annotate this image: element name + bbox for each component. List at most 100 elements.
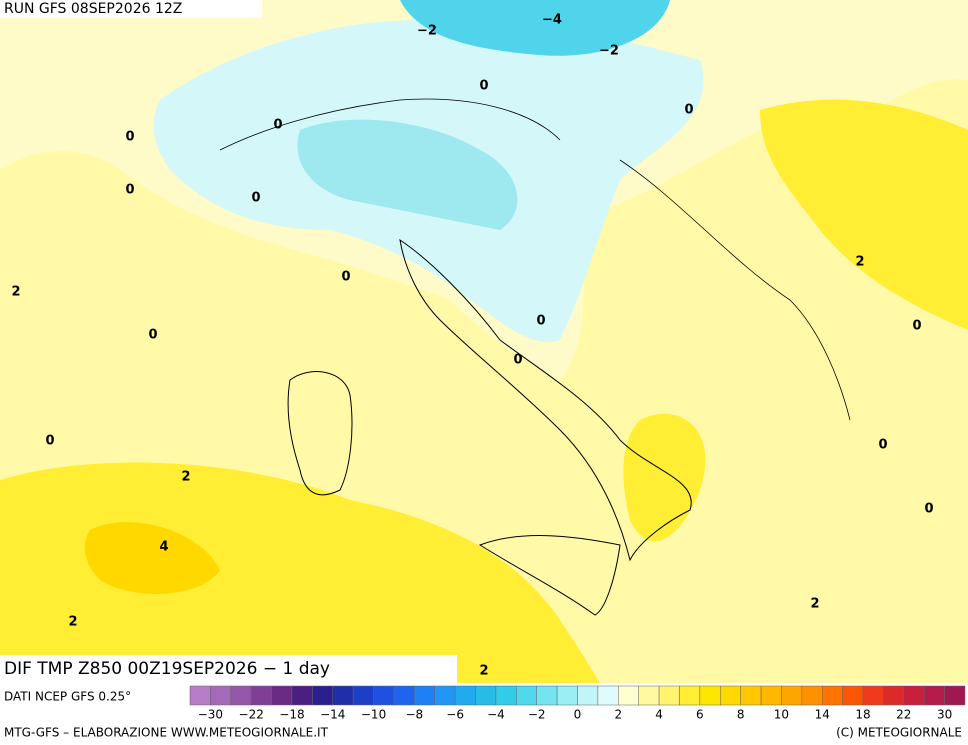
contour-label: 2 [181,470,190,485]
contour-label: −4 [542,13,562,28]
contour-label: 0 [125,130,134,145]
colorbar-label: 0 [574,708,582,722]
contour-label: 0 [536,314,545,329]
run-label: RUN GFS 08SEP2026 12Z [4,1,182,17]
source-label: DATI NCEP GFS 0.25° [4,690,131,704]
colorbar-swatch [352,685,374,706]
colorbar-swatch [699,685,721,706]
colorbar-swatch [516,685,537,706]
contour-label: 2 [810,597,819,612]
title-box [0,655,457,683]
colorbar-swatch [393,685,415,706]
contour-label: 2 [68,615,77,630]
colorbar-label: 2 [614,708,622,722]
colorbar-label: −4 [487,708,505,722]
contour-label: 0 [513,353,522,368]
colorbar-swatch [332,685,354,706]
footer-right: (C) METEOGIORNALE [836,726,962,740]
colorbar-swatch [414,685,435,706]
warm-area [760,99,968,330]
colorbar-label: −14 [320,708,345,722]
colorbar-label: 6 [696,708,704,722]
colorbar-swatch [801,685,823,706]
colorbar-label: 10 [774,708,789,722]
colorbar-label: −30 [198,708,223,722]
contour-label: 0 [341,270,350,285]
contour-label: 0 [148,328,157,343]
coastline [287,371,353,496]
contour-label: 0 [684,103,693,118]
colorbar-swatch [291,685,313,706]
header-box [0,0,262,18]
contour-label: 2 [479,664,488,679]
colorbar-swatch [903,685,925,706]
warm-area [0,462,600,683]
contour-label: 0 [273,118,282,133]
colorbar-label: 18 [855,708,870,722]
colorbar-label: −8 [405,708,423,722]
warm-area [623,413,706,542]
contour-label: −2 [599,44,619,59]
colorbar-swatch [658,685,680,706]
cold-core [400,0,670,56]
colorbar-label: 22 [896,708,911,722]
border [219,98,851,421]
contour-label: 0 [924,502,933,517]
contour-label: 2 [11,285,20,300]
hot-core [84,522,220,594]
contour-label: 0 [45,434,54,449]
contour-label: 0 [912,319,921,334]
colorbar-label: 8 [737,708,745,722]
colorbar-swatch [271,685,293,706]
cool-core [297,119,518,230]
contour-label: −2 [417,24,437,39]
colorbar-swatch [618,685,639,706]
colorbar-swatch [189,685,211,706]
colorbar-label: −18 [279,708,304,722]
contour-label: 0 [479,79,488,94]
colorbar-swatch [883,685,905,706]
footer-left: MTG-GFS – ELABORAZIONE WWW.METEOGIORNALE… [4,726,329,740]
colorbar-swatch [597,685,619,706]
contour-label: 2 [855,255,864,270]
colorbar-swatch [781,685,803,706]
colorbar-swatch [250,685,272,706]
contour-label: 0 [251,191,260,206]
colorbar-swatch [556,685,578,706]
colorbar: −30 −22 −18 −14 −10 −8 −6 −4 −2 0 2 4 6 8 10 14 18 22 30 [189,685,966,722]
colorbar-swatch [679,685,701,706]
colorbar-label: −22 [239,708,264,722]
coastline [399,238,692,562]
colorbar-label: 4 [655,708,663,722]
colorbar-swatch [862,685,884,706]
colorbar-label: −6 [446,708,464,722]
colorbar-swatch [495,685,517,706]
colorbar-label: −2 [528,708,546,722]
coastline [478,535,621,616]
colorbar-swatch [740,685,762,706]
colorbar-swatch [760,685,782,706]
colorbar-swatch [638,685,660,706]
colorbar-label: 30 [937,708,952,722]
colorbar-label: −10 [361,708,386,722]
colorbar-label: 14 [815,708,830,722]
colorbar-swatch [536,685,558,706]
colorbar-swatch [577,685,599,706]
colorbar-swatch [720,685,741,706]
map: RUN GFS 08SEP2026 12Z −2 −4 −2 0 0 0 0 0 0 2 0 2 0 0 0… [0,0,968,683]
colorbar-swatch [210,685,232,706]
contour-label: 0 [878,438,887,453]
colorbar-swatch [475,685,497,706]
colorbar-swatch [842,685,864,706]
map-title: DIF TMP Z850 00Z19SEP2026 − 1 day [4,659,330,679]
colorbar-swatch [373,685,395,706]
colorbar-swatch [454,685,476,706]
contour-label: 0 [125,183,134,198]
colorbar-swatch [434,685,456,706]
colorbar-swatch [944,685,966,706]
colorbar-swatch [821,685,843,706]
colorbar-swatch [230,685,252,706]
colorbar-swatch [923,685,945,706]
colorbar-swatch [312,685,334,706]
